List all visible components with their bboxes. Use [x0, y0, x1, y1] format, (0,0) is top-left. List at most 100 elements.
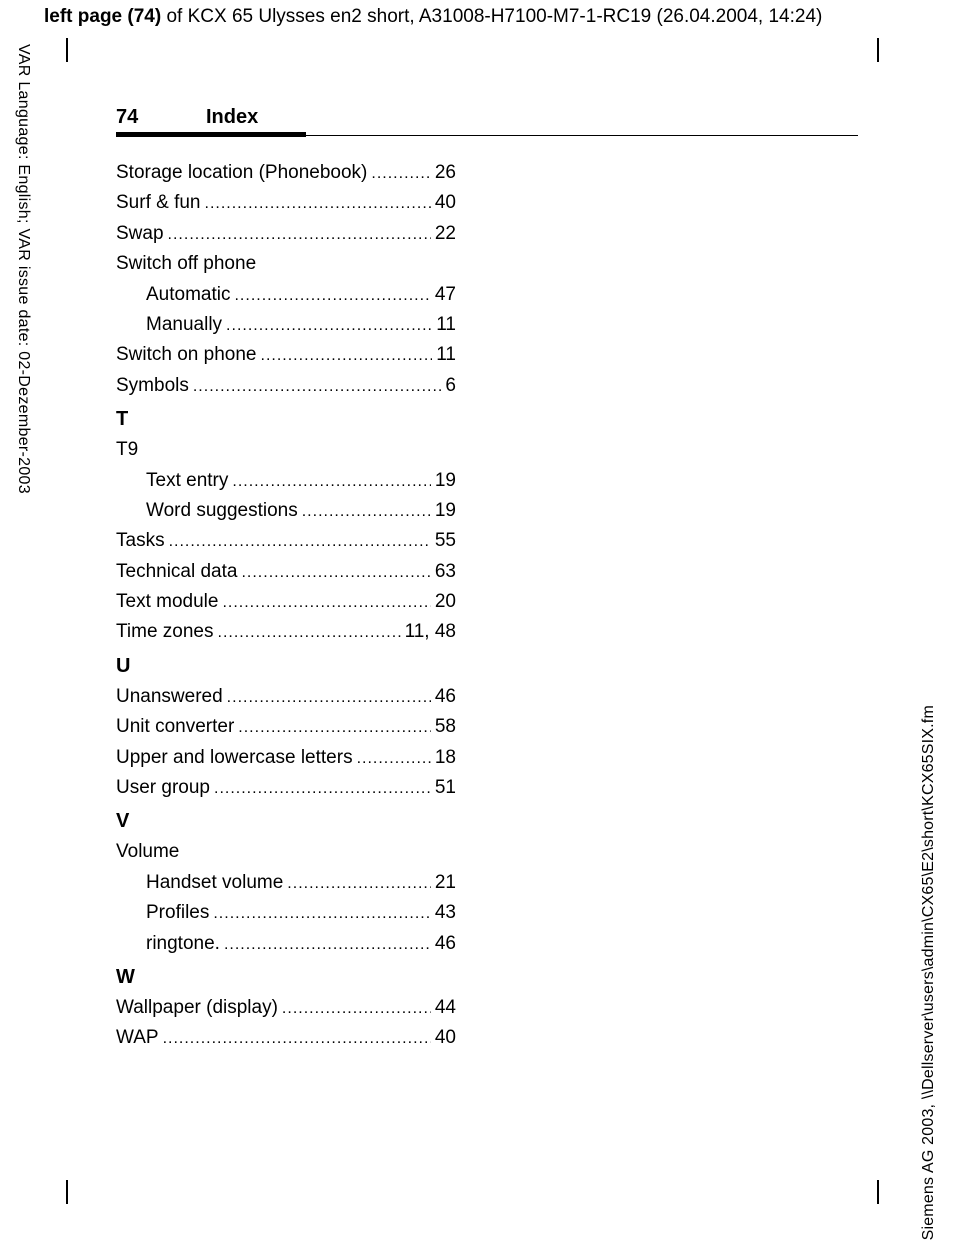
index-label: Time zones: [116, 617, 218, 647]
index-entry: Wallpaper (display) 44: [116, 993, 456, 1023]
index-label: Unanswered: [116, 682, 227, 712]
section-letter: U: [116, 650, 456, 682]
crop-mark: [882, 1175, 906, 1177]
index-leader: [222, 590, 430, 616]
index-page: 40: [431, 188, 456, 218]
index-label: Surf & fun: [116, 188, 205, 218]
index-leader: [241, 560, 430, 586]
left-margin-note: VAR Language: English; VAR issue date: 0…: [14, 44, 32, 494]
index-page: 46: [431, 929, 456, 959]
index-page: 6: [441, 371, 456, 401]
top-header-bold: left page (74): [44, 6, 161, 27]
index-label: Symbols: [116, 371, 193, 401]
index-leader: [302, 499, 431, 525]
index-label: T9: [116, 435, 142, 465]
top-header: left page (74) of KCX 65 Ulysses en2 sho…: [44, 6, 822, 28]
index-label: Storage location (Phonebook): [116, 158, 371, 188]
index-entry: Unanswered46: [116, 682, 456, 712]
index-page: 11, 48: [401, 617, 456, 647]
index-label: Automatic: [146, 280, 234, 310]
index-label: Text module: [116, 587, 222, 617]
index-entry: Surf & fun 40: [116, 188, 456, 218]
index-entry: Volume: [116, 837, 456, 867]
crop-mark: [877, 38, 879, 62]
index-leader: [218, 620, 401, 646]
index-leader: [163, 1026, 431, 1052]
index-entry: WAP 40: [116, 1023, 456, 1053]
index-page: 40: [431, 1023, 456, 1053]
index-leader: [287, 871, 431, 897]
index-label: Manually: [146, 310, 226, 340]
index-leader: [226, 313, 432, 339]
index-leader: [169, 529, 431, 555]
header-accent: [116, 132, 306, 137]
index-page: 20: [431, 587, 456, 617]
index-leader: [234, 283, 430, 309]
index-entry: Upper and lowercase letters 18: [116, 743, 456, 773]
index-subentry: Profiles 43: [116, 898, 456, 928]
index-subentry: Text entry 19: [116, 466, 456, 496]
index-label: Swap: [116, 219, 168, 249]
index-page: 43: [431, 898, 456, 928]
index-leader: [213, 901, 431, 927]
crop-mark: [40, 1175, 64, 1177]
index-entry: Unit converter 58: [116, 712, 456, 742]
index-label: Unit converter: [116, 712, 238, 742]
index-label: User group: [116, 773, 214, 803]
index-page: 21: [431, 868, 456, 898]
index-subentry: Automatic 47: [116, 280, 456, 310]
index-label: Technical data: [116, 557, 241, 587]
index-label: Text entry: [146, 466, 232, 496]
index-page: 18: [431, 743, 456, 773]
crop-mark: [882, 58, 906, 60]
right-margin-note: Siemens AG 2003, \\Dellserver\users\admi…: [920, 705, 938, 1240]
index-entry: Storage location (Phonebook) 26: [116, 158, 456, 188]
index-page: 22: [431, 219, 456, 249]
index-page: 11: [432, 310, 456, 340]
index-page: 26: [431, 158, 456, 188]
index-page: 11: [432, 340, 456, 370]
section-letter: V: [116, 805, 456, 837]
crop-mark: [40, 58, 64, 60]
index-page: 55: [431, 526, 456, 556]
crop-mark: [66, 1180, 68, 1204]
page-content: 74 Index Storage location (Phonebook)26S…: [116, 106, 858, 1174]
index-page: 44: [431, 993, 456, 1023]
index-label: Upper and lowercase letters: [116, 743, 357, 773]
index-leader: [232, 469, 430, 495]
index-subentry: Word suggestions 19: [116, 496, 456, 526]
index-leader: [227, 685, 431, 711]
index-page: 58: [431, 712, 456, 742]
page-header: 74 Index: [116, 106, 858, 136]
index-label: WAP: [116, 1023, 163, 1053]
index-label: Switch on phone: [116, 340, 261, 370]
index-page: 51: [431, 773, 456, 803]
index-column: Storage location (Phonebook)26Surf & fun…: [116, 158, 456, 1054]
index-entry: Technical data 63: [116, 557, 456, 587]
index-entry: Swap 22: [116, 219, 456, 249]
index-label: Word suggestions: [146, 496, 302, 526]
index-label: Handset volume: [146, 868, 287, 898]
index-entry: User group 51: [116, 773, 456, 803]
index-leader: [371, 161, 430, 187]
index-entry: T9: [116, 435, 456, 465]
index-label: Switch off phone: [116, 249, 260, 279]
index-page: 63: [431, 557, 456, 587]
section-letter: W: [116, 961, 456, 993]
index-page: 19: [431, 466, 456, 496]
index-subentry: Handset volume 21: [116, 868, 456, 898]
index-subentry: Manually 11: [116, 310, 456, 340]
index-label: Wallpaper (display): [116, 993, 282, 1023]
index-page: 47: [431, 280, 456, 310]
index-label: Profiles: [146, 898, 213, 928]
index-label: Volume: [116, 837, 183, 867]
index-leader: [282, 996, 431, 1022]
crop-mark: [877, 1180, 879, 1204]
index-leader: [224, 932, 431, 958]
index-leader: [205, 191, 431, 217]
index-leader: [261, 343, 433, 369]
section-letter: T: [116, 403, 456, 435]
index-entry: Switch on phone 11: [116, 340, 456, 370]
index-page: 19: [431, 496, 456, 526]
index-label: Tasks: [116, 526, 169, 556]
